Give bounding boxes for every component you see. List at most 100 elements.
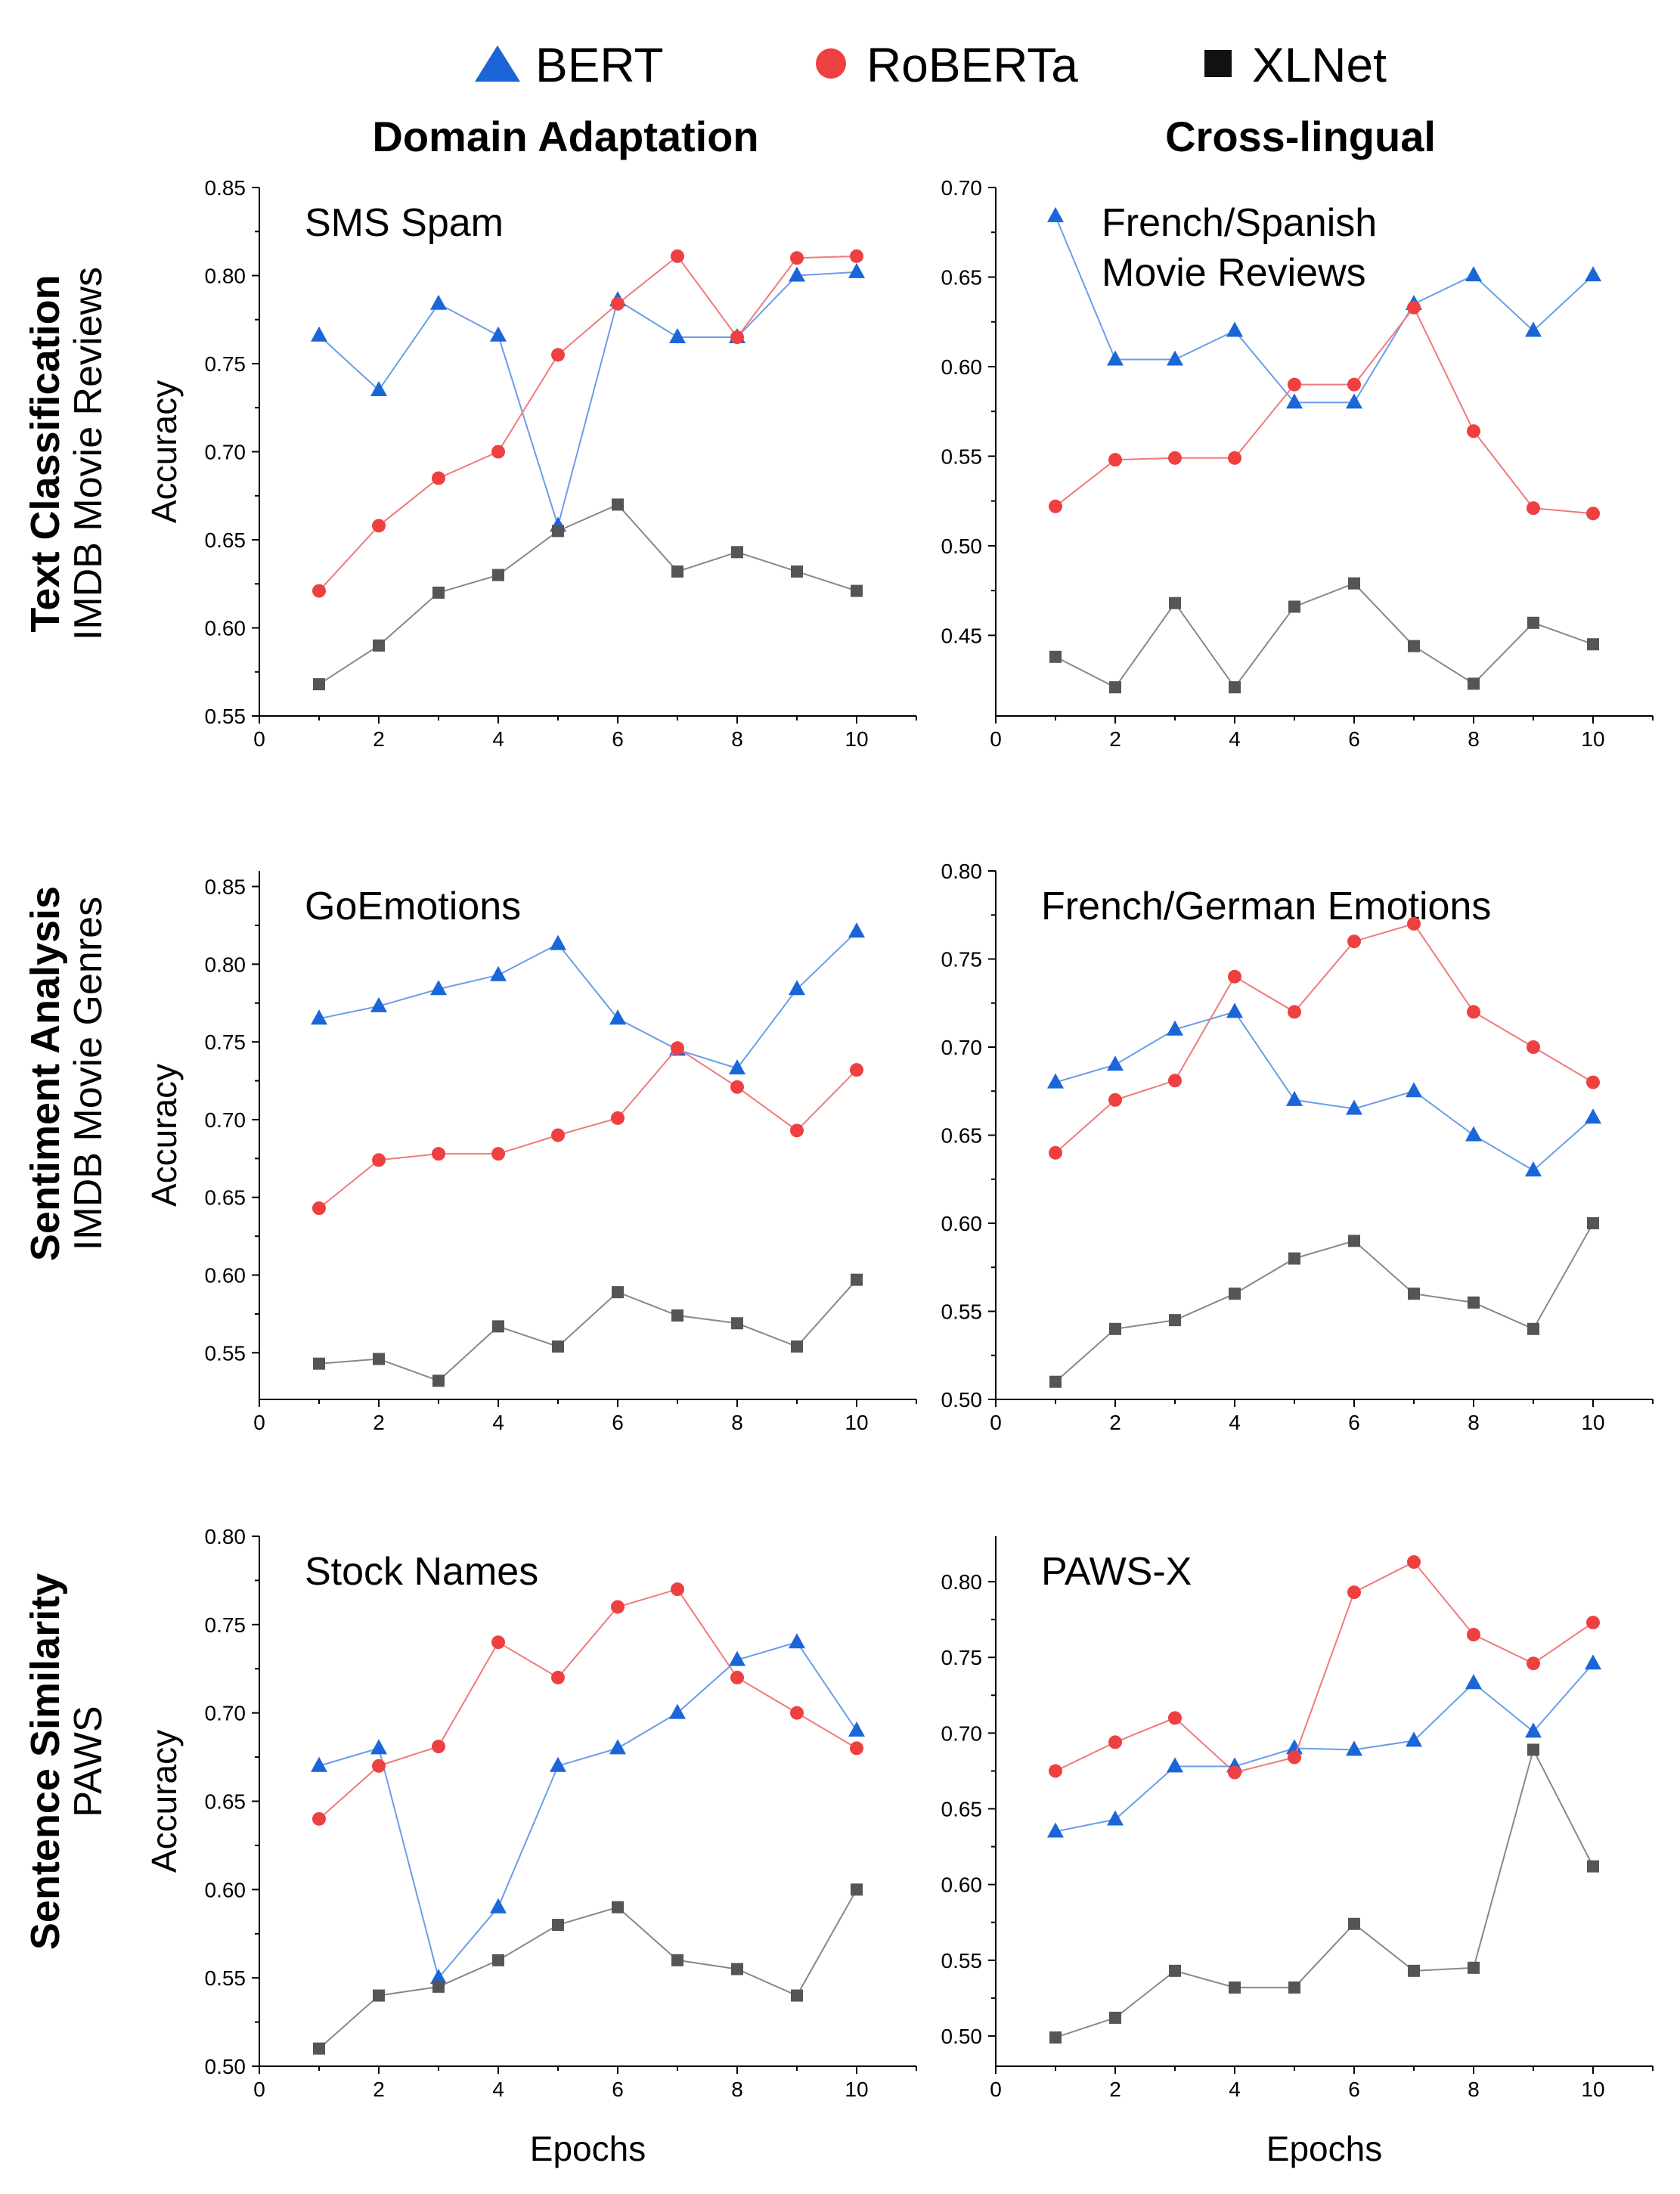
data-point	[1346, 393, 1362, 409]
series-xlnet	[1049, 577, 1599, 694]
data-point	[1049, 1375, 1062, 1388]
data-point	[313, 678, 325, 691]
y-tick-label: 0.55	[941, 445, 983, 468]
x-tick-label: 6	[1348, 2078, 1360, 2101]
data-point	[312, 1201, 326, 1216]
data-point	[730, 330, 744, 345]
panel-title: French/German Emotions	[1041, 885, 1491, 928]
data-point	[731, 1317, 743, 1330]
data-point	[1587, 638, 1599, 651]
data-point	[791, 565, 803, 578]
x-tick-label: 6	[612, 2078, 624, 2101]
data-point	[1468, 677, 1480, 690]
data-point	[1407, 300, 1421, 315]
data-point	[372, 1153, 386, 1167]
series-roberta	[312, 249, 863, 598]
row-dataset-label: PAWS	[67, 1706, 110, 1817]
y-tick-label: 0.70	[205, 1702, 246, 1725]
data-point	[848, 922, 865, 938]
data-point	[731, 1963, 743, 1976]
chart-panel: 0 2 4 6 8 10 0.50 0.55 0.60 0.65 0.70 0.75 0.80 Stock…	[144, 1525, 917, 2168]
data-point	[1229, 1288, 1241, 1300]
x-tick-label: 6	[1348, 727, 1360, 751]
row-title-text-classification: Text Classification IMDB Movie Reviews	[23, 267, 110, 640]
x-tick-label: 0	[990, 727, 1002, 751]
data-point	[313, 2042, 325, 2055]
data-point	[490, 1898, 507, 1914]
data-point	[790, 251, 804, 265]
data-point	[1587, 1860, 1599, 1873]
data-point	[1226, 1002, 1243, 1018]
series-bert	[1047, 1654, 1601, 1838]
data-point	[1288, 1252, 1300, 1265]
data-point	[1468, 1296, 1480, 1309]
data-point	[1346, 1740, 1362, 1756]
y-tick-label: 0.65	[941, 1798, 983, 1821]
y-tick-label: 0.70	[941, 1036, 983, 1059]
y-tick-label: 0.50	[941, 535, 983, 558]
data-point	[1288, 1750, 1301, 1765]
data-point	[612, 1286, 624, 1299]
data-point	[1228, 451, 1241, 465]
series-line	[1055, 1560, 1594, 1774]
series-line	[318, 1889, 857, 2050]
y-tick-label: 0.85	[205, 176, 246, 200]
data-point	[1286, 1739, 1303, 1755]
series-roberta	[1049, 916, 1600, 1160]
data-point	[1346, 1099, 1362, 1115]
series-bert	[311, 262, 865, 532]
x-tick-label: 8	[1468, 1411, 1480, 1434]
series-xlnet	[313, 498, 863, 691]
data-point	[1288, 1981, 1300, 1994]
series-line	[1055, 215, 1594, 404]
data-point	[551, 1670, 565, 1684]
panel-title: PAWS-X	[1041, 1550, 1192, 1594]
series-line	[318, 1047, 857, 1209]
data-point	[1108, 1735, 1122, 1749]
data-point	[1049, 1764, 1062, 1778]
y-tick-label: 0.60	[941, 1212, 983, 1235]
data-point	[1586, 507, 1600, 521]
data-point	[1467, 1628, 1480, 1642]
data-point	[372, 519, 386, 533]
data-point	[1229, 1981, 1241, 1994]
y-tick-label: 0.65	[941, 1124, 983, 1148]
data-point	[1107, 1055, 1124, 1071]
x-tick-label: 8	[731, 727, 743, 751]
data-point	[790, 1706, 804, 1720]
y-tick-label: 0.60	[205, 1878, 246, 1901]
panel-title: GoEmotions	[305, 885, 521, 928]
series-line	[1055, 1223, 1594, 1383]
data-point	[611, 1600, 625, 1614]
y-tick-label: 0.55	[205, 1341, 246, 1365]
data-point	[729, 1059, 745, 1075]
data-point	[1585, 1654, 1601, 1670]
row-title-sentence-similarity: Sentence Similarity PAWS	[23, 1573, 110, 1950]
data-point	[1226, 321, 1243, 337]
y-tick-label: 0.55	[941, 1949, 983, 1972]
data-point	[1585, 266, 1601, 282]
data-point	[1049, 499, 1062, 513]
data-point	[1169, 597, 1181, 609]
x-axis-title: Epochs	[530, 2129, 646, 2168]
data-point	[671, 249, 684, 263]
data-point	[1047, 1073, 1064, 1089]
y-tick-label: 0.50	[205, 2055, 246, 2078]
data-point	[790, 1123, 804, 1138]
y-tick-label: 0.50	[941, 1388, 983, 1412]
data-point	[1408, 640, 1420, 652]
x-tick-label: 4	[1229, 727, 1241, 751]
data-point	[432, 586, 445, 599]
x-tick-label: 8	[731, 2078, 743, 2101]
data-point	[1347, 1585, 1361, 1600]
y-tick-label: 0.75	[205, 1030, 246, 1054]
data-point	[850, 1063, 863, 1077]
data-point	[1169, 1964, 1181, 1977]
data-point	[1527, 1656, 1540, 1671]
series-roberta	[312, 1582, 863, 1826]
data-point	[609, 1009, 626, 1025]
series-roberta	[1049, 300, 1600, 521]
x-tick-label: 4	[492, 1411, 504, 1434]
x-tick-label: 8	[1468, 727, 1480, 751]
series-line	[318, 255, 857, 592]
